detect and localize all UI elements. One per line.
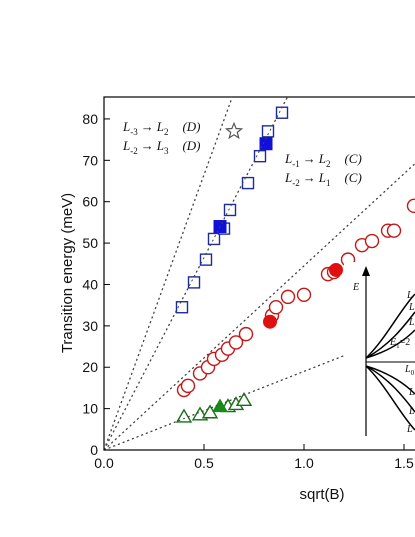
- inset-label-l-top-3: L: [408, 317, 415, 328]
- open-square-point: [241, 176, 255, 190]
- data-marks: [103, 96, 415, 451]
- inset-label-l-bottom-2: L: [408, 406, 415, 417]
- open-circle-point: [238, 326, 254, 342]
- inset-diagram: E L L L E1=2 L0 L L L: [344, 262, 415, 440]
- y-tick-label: 60: [82, 194, 98, 210]
- x-axis-title: sqrt(B): [300, 486, 345, 503]
- open-square-point: [253, 149, 267, 163]
- y-axis-title: Transition energy (meV): [59, 193, 76, 353]
- inset-lower-curve-2: [365, 365, 415, 413]
- x-ticks: 0.0 0.5 1.0 1.5: [94, 444, 414, 471]
- open-circle-point: [364, 233, 380, 249]
- inset-upper-curve-3: [365, 329, 415, 359]
- open-square-point: [275, 106, 289, 119]
- open-triangle-point: [175, 408, 193, 423]
- open-circle-point: [268, 300, 284, 315]
- inset-label-l0: L0: [404, 364, 415, 377]
- open-square-point: [187, 276, 201, 289]
- x-tick-label: 0.5: [194, 455, 214, 471]
- open-circle-point: [296, 287, 312, 303]
- y-tick-label: 70: [82, 152, 98, 168]
- open-circle-point: [386, 223, 402, 238]
- y-tick-label: 50: [82, 235, 98, 251]
- y-tick-label: 10: [82, 401, 98, 417]
- plot-frame: [103, 96, 415, 451]
- fit-line-1-overlay: [103, 96, 288, 451]
- annotation-d: L-3 → L2 (D) L-2 → L3 (D): [122, 119, 201, 156]
- star-point: [224, 121, 244, 140]
- inset-label-l-top-1: L: [406, 290, 413, 301]
- y-tick-label: 80: [82, 111, 98, 127]
- annotation-c: L-1 → L2 (C) L-2 → L1 (C): [284, 151, 362, 188]
- inset-upper-curve-2: [365, 311, 415, 359]
- y-tick-label: 0: [90, 442, 98, 458]
- inset-lower-curve-3: [365, 365, 415, 431]
- x-tick-label: 0.0: [94, 455, 114, 471]
- open-square-point: [199, 253, 213, 266]
- filled-circle-point: [329, 262, 343, 277]
- annotation-c-line-2: L-2 → L1 (C): [284, 170, 362, 188]
- annotation-d-line-2: L-2 → L3 (D): [122, 138, 201, 156]
- open-circle-point: [406, 198, 415, 214]
- x-tick-label: 1.0: [294, 455, 314, 471]
- open-square-point: [223, 203, 237, 217]
- annotation-d-line-1: L-3 → L2 (D): [122, 119, 201, 137]
- inset-label-l-bottom-1: L: [408, 387, 415, 398]
- open-square-point: [207, 232, 221, 246]
- open-circle-point: [280, 289, 296, 305]
- inset-upper-curve-1: [365, 293, 415, 359]
- inset-y-axis-arrow: [362, 266, 370, 276]
- inset-label-l-top-2: L: [408, 302, 415, 313]
- inset-background: [344, 262, 415, 440]
- open-circle-point: [180, 378, 196, 394]
- y-tick-label: 40: [82, 276, 98, 292]
- y-tick-label: 30: [82, 318, 98, 334]
- open-square-point: [175, 301, 189, 314]
- open-triangle-point: [235, 391, 253, 407]
- annotation-c-line-1: L-1 → L2 (C): [284, 151, 362, 169]
- y-tick-label: 20: [82, 359, 98, 375]
- open-circle-point: [228, 335, 244, 350]
- filled-square-point: [259, 137, 273, 151]
- open-square-point: [261, 125, 275, 138]
- filled-circle-point: [263, 314, 277, 329]
- y-ticks: 0 10 20 30 40 50 60 70 80: [82, 111, 110, 458]
- x-tick-label: 1.5: [394, 455, 414, 471]
- inset-y-axis-label: E: [352, 282, 359, 293]
- inset-label-l-bottom-3: L: [406, 424, 413, 435]
- inset-lower-curve-1: [365, 365, 415, 395]
- inset-label-e1: E1=2: [389, 337, 410, 350]
